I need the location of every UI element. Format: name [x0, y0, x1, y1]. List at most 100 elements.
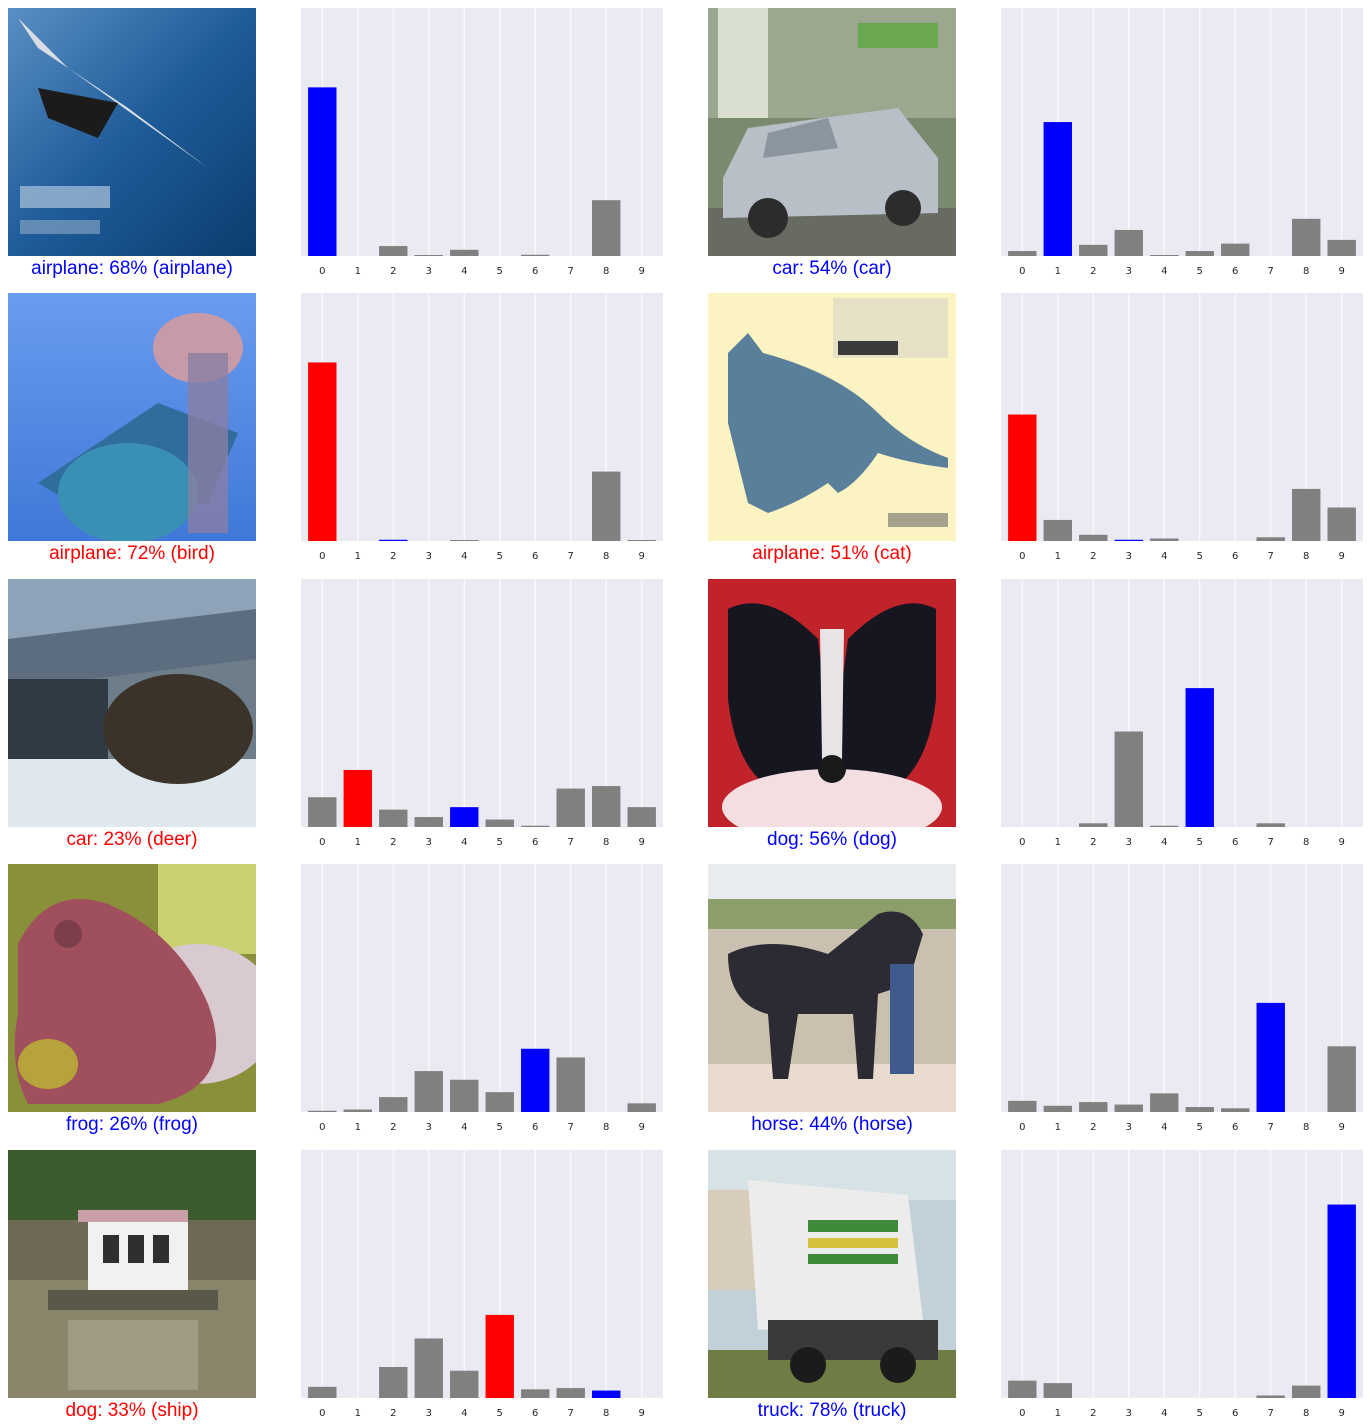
bar-class-6 — [521, 1389, 550, 1398]
x-tick-label: 2 — [390, 1122, 396, 1133]
x-tick-label: 5 — [1197, 266, 1203, 277]
x-tick-label: 3 — [1126, 266, 1132, 277]
prediction-caption: airplane: 68% (airplane) — [31, 258, 233, 279]
bar-class-0 — [308, 1386, 337, 1398]
bar-class-1 — [1043, 1383, 1072, 1398]
x-tick-label: 0 — [1019, 551, 1025, 562]
bar-class-7 — [1256, 537, 1285, 541]
x-tick-label: 2 — [1090, 837, 1096, 848]
bar-class-4 — [450, 1370, 479, 1398]
bar-chart-svg: 0 1 2 3 4 5 6 7 8 9 — [301, 1150, 663, 1419]
x-tick-label: 9 — [639, 837, 645, 848]
sample-image-car — [708, 8, 956, 256]
x-tick-label: 8 — [603, 551, 609, 562]
x-tick-label: 4 — [1161, 266, 1167, 277]
x-tick-label: 1 — [1055, 1122, 1061, 1133]
bar-class-0 — [308, 87, 337, 256]
x-tick-label: 0 — [1019, 266, 1025, 277]
bar-class-0 — [1008, 1100, 1037, 1112]
x-tick-label: 3 — [426, 266, 432, 277]
sample-image-cat — [708, 293, 956, 541]
prediction-caption: car: 23% (deer) — [66, 829, 198, 850]
bar-class-3 — [1114, 229, 1143, 256]
x-tick-label: 8 — [1303, 837, 1309, 848]
bar-class-9 — [627, 807, 656, 827]
bar-class-7 — [556, 788, 585, 827]
x-tick-label: 2 — [1090, 551, 1096, 562]
x-tick-label: 9 — [1339, 1408, 1345, 1419]
x-tick-label: 5 — [497, 1122, 503, 1133]
x-tick-label: 3 — [426, 551, 432, 562]
bar-class-4 — [1150, 538, 1179, 541]
plot-background — [301, 1150, 663, 1398]
x-tick-label: 3 — [426, 1408, 432, 1419]
x-tick-label: 6 — [532, 1122, 538, 1133]
x-tick-label: 4 — [1161, 1122, 1167, 1133]
x-tick-label: 1 — [1055, 1408, 1061, 1419]
x-tick-label: 9 — [639, 266, 645, 277]
bar-class-4 — [450, 807, 479, 827]
prediction-caption: airplane: 51% (cat) — [752, 543, 912, 564]
x-tick-label: 8 — [603, 1122, 609, 1133]
x-tick-label: 9 — [1339, 1122, 1345, 1133]
x-tick-label: 7 — [568, 837, 574, 848]
x-tick-label: 3 — [1126, 551, 1132, 562]
probability-chart: 0 1 2 3 4 5 6 7 8 9 — [301, 8, 663, 277]
sample-image-horse — [708, 864, 956, 1112]
x-tick-label: 6 — [532, 551, 538, 562]
prediction-caption: dog: 56% (dog) — [767, 829, 897, 850]
bar-class-6 — [521, 825, 550, 827]
bar-class-7 — [1256, 823, 1285, 827]
x-tick-label: 0 — [319, 1408, 325, 1419]
bar-chart-svg: 0 1 2 3 4 5 6 7 8 9 — [301, 293, 663, 562]
bar-chart-svg: 0 1 2 3 4 5 6 7 8 9 — [1001, 1150, 1363, 1419]
bar-class-7 — [556, 1388, 585, 1398]
bar-chart-svg: 0 1 2 3 4 5 6 7 8 9 — [301, 8, 663, 277]
bar-class-0 — [1008, 251, 1037, 256]
x-tick-label: 1 — [355, 837, 361, 848]
x-tick-label: 1 — [355, 1408, 361, 1419]
bar-class-2 — [379, 1097, 408, 1112]
x-tick-label: 9 — [639, 1122, 645, 1133]
bar-class-1 — [1043, 122, 1072, 256]
x-tick-label: 2 — [1090, 1408, 1096, 1419]
bar-class-8 — [1292, 488, 1321, 541]
x-tick-label: 8 — [1303, 551, 1309, 562]
x-tick-label: 2 — [390, 837, 396, 848]
x-tick-label: 3 — [426, 837, 432, 848]
probability-chart: 0 1 2 3 4 5 6 7 8 9 — [1001, 864, 1363, 1133]
x-tick-label: 5 — [1197, 1122, 1203, 1133]
x-tick-label: 0 — [1019, 1122, 1025, 1133]
probability-chart: 0 1 2 3 4 5 6 7 8 9 — [1001, 8, 1363, 277]
x-tick-label: 4 — [1161, 837, 1167, 848]
bar-class-9 — [627, 540, 656, 541]
bar-class-1 — [343, 769, 372, 827]
bar-class-0 — [308, 1110, 337, 1112]
x-tick-label: 4 — [461, 837, 467, 848]
bar-class-2 — [1079, 1102, 1108, 1112]
x-tick-label: 0 — [319, 837, 325, 848]
x-tick-label: 0 — [319, 266, 325, 277]
x-tick-label: 0 — [319, 1122, 325, 1133]
probability-chart: 0 1 2 3 4 5 6 7 8 9 — [301, 293, 663, 562]
x-tick-label: 3 — [1126, 1408, 1132, 1419]
bar-class-2 — [1079, 823, 1108, 827]
x-tick-label: 1 — [1055, 837, 1061, 848]
x-tick-label: 7 — [568, 1408, 574, 1419]
x-tick-label: 3 — [1126, 837, 1132, 848]
bar-chart-svg: 0 1 2 3 4 5 6 7 8 9 — [1001, 579, 1363, 848]
x-tick-label: 4 — [461, 551, 467, 562]
bar-class-5 — [485, 1092, 514, 1112]
x-tick-label: 3 — [1126, 1122, 1132, 1133]
x-tick-label: 1 — [1055, 551, 1061, 562]
x-tick-label: 2 — [390, 551, 396, 562]
bar-class-0 — [308, 362, 337, 541]
x-tick-label: 7 — [1268, 837, 1274, 848]
prediction-caption: dog: 33% (ship) — [65, 1400, 199, 1421]
x-tick-label: 4 — [461, 1408, 467, 1419]
x-tick-label: 7 — [568, 551, 574, 562]
x-tick-label: 6 — [1232, 551, 1238, 562]
bar-class-4 — [1150, 1093, 1179, 1112]
bar-chart-svg: 0 1 2 3 4 5 6 7 8 9 — [1001, 293, 1363, 562]
